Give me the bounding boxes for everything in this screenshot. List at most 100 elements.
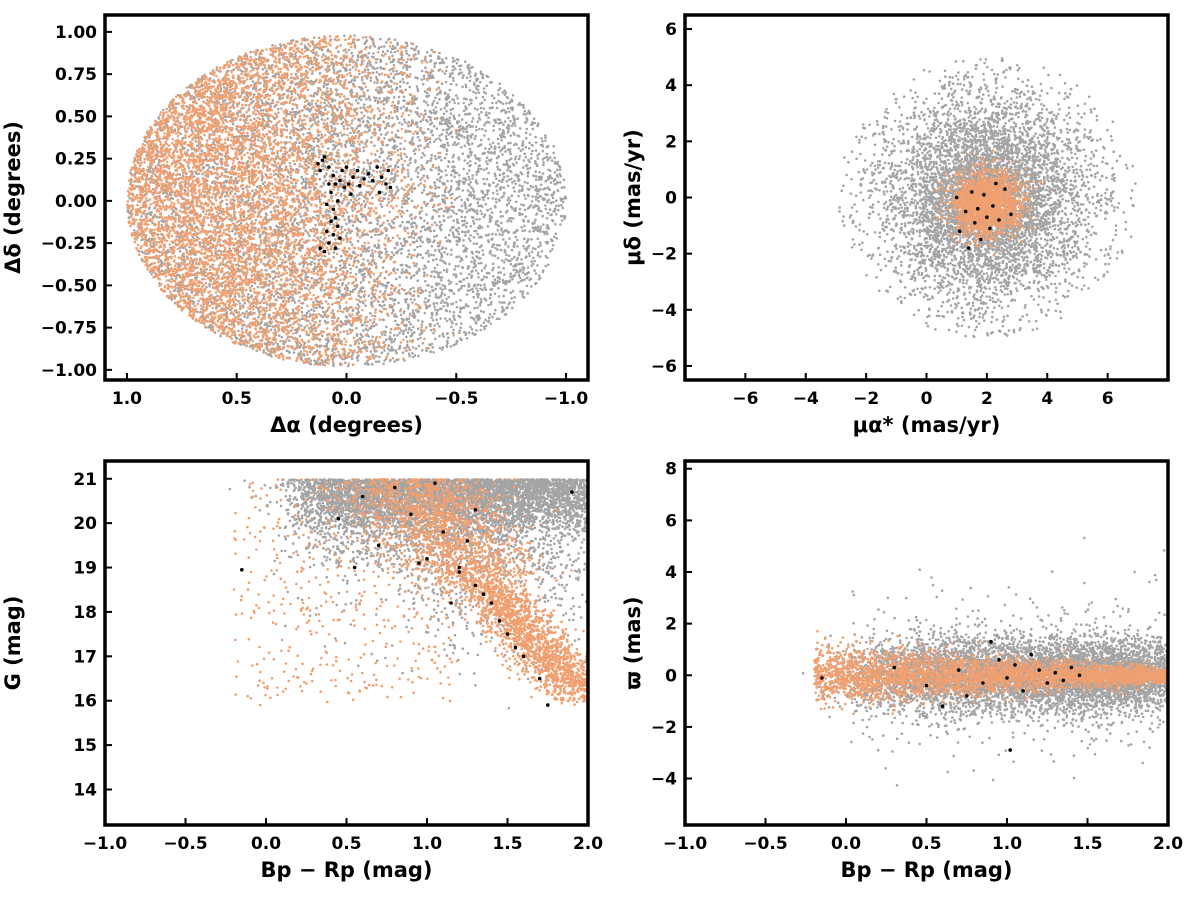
point-field-1489 xyxy=(323,288,326,292)
point-field-3820 xyxy=(536,237,540,241)
point-field-729 xyxy=(430,153,433,157)
point-field-1749 xyxy=(455,282,458,286)
point-field-2501 xyxy=(269,328,273,332)
point-field-4545 xyxy=(534,135,537,139)
point-field-4381 xyxy=(332,251,336,254)
point-field-169 xyxy=(127,216,131,219)
sky-points xyxy=(125,34,568,368)
point-field-4550 xyxy=(487,316,491,320)
point-field-2514 xyxy=(468,183,471,187)
point-field-1521 xyxy=(428,226,432,229)
point-field-1068 xyxy=(425,91,429,95)
point-field-3086 xyxy=(334,88,338,91)
point-field-4432 xyxy=(405,155,408,158)
point-field-3651 xyxy=(502,294,506,298)
point-field-382 xyxy=(457,255,461,258)
point-field-3485 xyxy=(506,131,510,134)
point-field-3452 xyxy=(408,141,412,144)
point-field-2545 xyxy=(496,165,499,169)
point-field-4860 xyxy=(467,229,470,233)
point-field-670 xyxy=(547,177,551,181)
point-field-4583 xyxy=(445,102,449,105)
point-field-3426 xyxy=(365,169,369,172)
point-field-1293 xyxy=(497,142,500,145)
point-field-3744 xyxy=(455,339,459,343)
point-field-1284 xyxy=(468,147,472,151)
point-field-305 xyxy=(299,277,303,280)
point-field-2503 xyxy=(440,133,444,136)
point-field-2639 xyxy=(467,282,471,286)
point-field-3343 xyxy=(465,130,468,133)
point-field-637 xyxy=(356,54,360,57)
point-field-144 xyxy=(323,101,326,105)
point-field-4585 xyxy=(446,239,450,242)
point-field-4881 xyxy=(453,101,457,105)
point-field-3838 xyxy=(374,233,377,237)
point-field-1515 xyxy=(485,193,489,196)
point-field-4647 xyxy=(289,147,292,150)
point-field-4178 xyxy=(536,254,540,257)
point-field-3679 xyxy=(218,101,221,105)
point-field-2436 xyxy=(467,331,471,334)
point-field-2852 xyxy=(478,218,481,221)
point-field-2364 xyxy=(388,335,392,338)
point-field-3328 xyxy=(422,74,426,78)
point-field-4438 xyxy=(410,138,414,142)
point-field-1539 xyxy=(339,192,343,196)
point-field-214 xyxy=(552,145,555,148)
point-field-61 xyxy=(312,245,315,249)
point-field-1545 xyxy=(423,311,427,315)
point-field-4972 xyxy=(512,268,516,272)
point-field-1711 xyxy=(403,120,407,124)
point-field-3013 xyxy=(249,296,253,299)
point-field-4856 xyxy=(418,333,422,336)
point-field-3305 xyxy=(393,299,396,302)
point-field-294 xyxy=(289,277,292,281)
point-field-3011 xyxy=(521,295,525,298)
point-field-4525 xyxy=(433,235,436,239)
point-field-3984 xyxy=(384,133,388,136)
point-field-1552 xyxy=(408,75,411,78)
point-field-3754 xyxy=(472,317,476,321)
point-field-4564 xyxy=(491,101,494,105)
point-field-3154 xyxy=(315,104,319,108)
point-field-2934 xyxy=(351,54,355,58)
point-field-4727 xyxy=(387,237,390,240)
point-field-347 xyxy=(462,167,466,171)
point-field-3755 xyxy=(452,211,456,214)
point-field-3190 xyxy=(513,121,517,124)
point-field-3314 xyxy=(444,80,448,84)
point-field-1534 xyxy=(466,267,470,270)
point-field-2711 xyxy=(300,310,304,314)
point-field-3392 xyxy=(551,248,554,251)
point-field-3028 xyxy=(362,301,365,305)
point-field-3198 xyxy=(531,149,534,153)
point-field-4074 xyxy=(392,96,396,99)
point-field-907 xyxy=(297,119,301,123)
point-field-1391 xyxy=(496,192,499,196)
point-field-4271 xyxy=(359,269,363,273)
point-field-2538 xyxy=(369,117,372,120)
point-field-4792 xyxy=(512,264,515,268)
point-field-4902 xyxy=(508,148,512,151)
point-field-3134 xyxy=(495,189,499,192)
point-field-3837 xyxy=(410,178,413,181)
point-field-3480 xyxy=(352,144,355,148)
point-field-107 xyxy=(444,69,448,73)
point-field-3685 xyxy=(401,351,405,355)
point-field-4985 xyxy=(320,288,323,292)
point-field-615 xyxy=(300,80,303,83)
point-field-2009 xyxy=(370,55,374,59)
point-field-2521 xyxy=(433,229,436,232)
point-field-2598 xyxy=(385,234,388,237)
point-field-4665 xyxy=(413,248,416,252)
point-field-3000 xyxy=(507,202,511,205)
point-field-4293 xyxy=(389,164,392,168)
point-field-2343 xyxy=(509,134,512,137)
point-field-2977 xyxy=(409,130,412,133)
point-field-4437 xyxy=(414,160,417,164)
point-field-3655 xyxy=(455,83,458,87)
point-field-2210 xyxy=(389,224,393,228)
point-field-4969 xyxy=(547,175,550,179)
point-field-3416 xyxy=(277,295,280,299)
